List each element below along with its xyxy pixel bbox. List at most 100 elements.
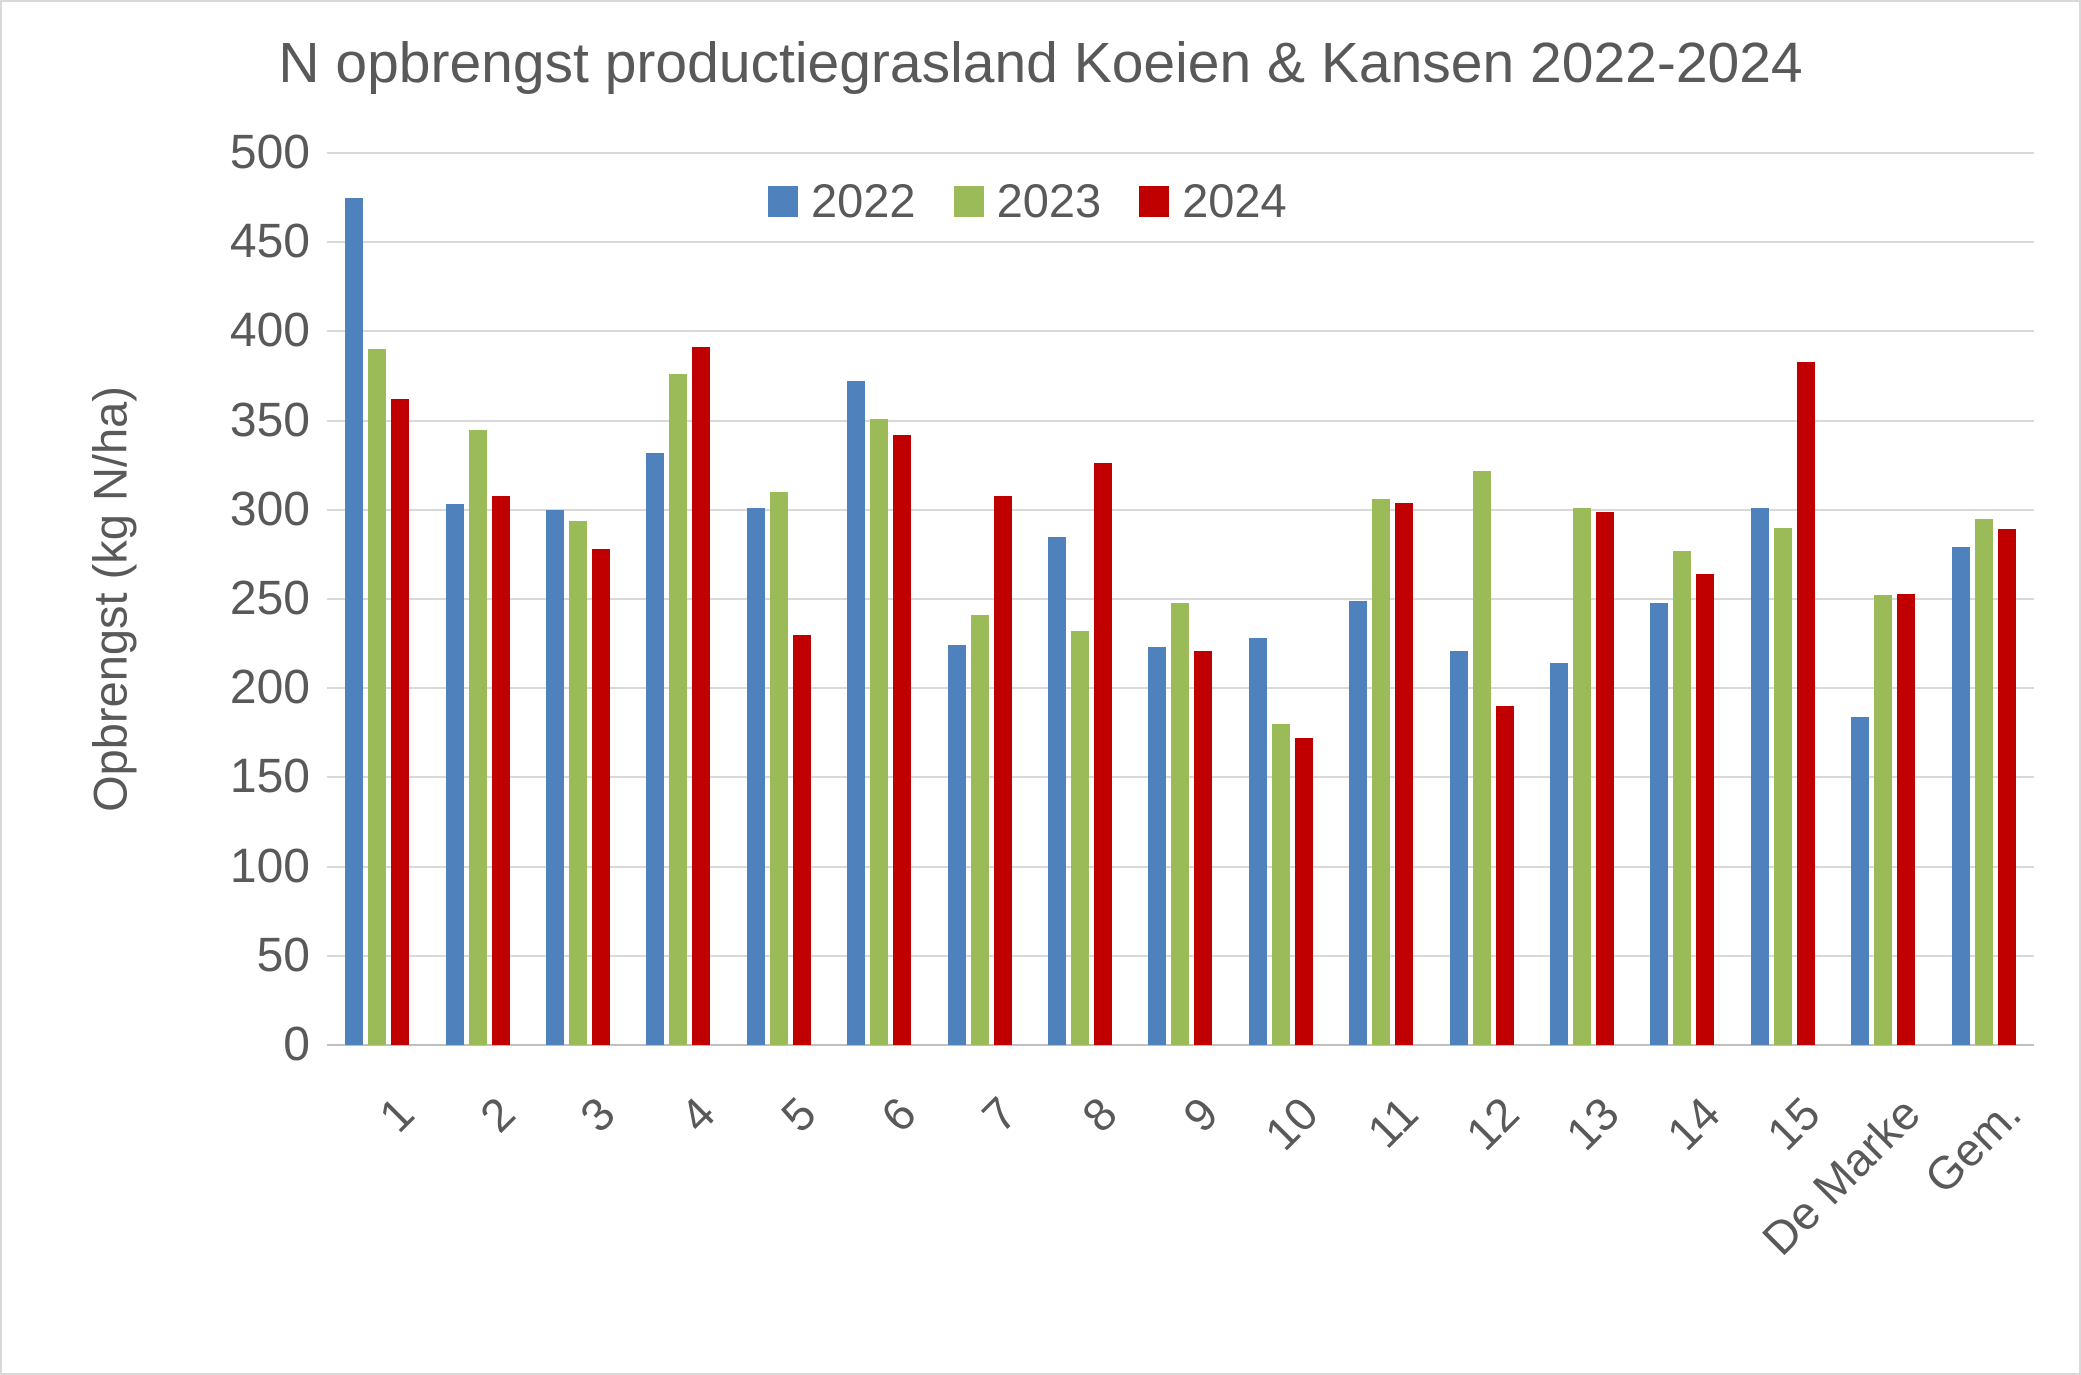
bar-2023-11 bbox=[1372, 499, 1391, 1045]
x-tick-label-3: 3 bbox=[569, 1087, 625, 1142]
x-tick-label-14: 14 bbox=[1656, 1087, 1730, 1160]
bar-2024-10 bbox=[1294, 738, 1313, 1045]
bar-2023-14 bbox=[1673, 550, 1692, 1045]
x-tick-label-7: 7 bbox=[971, 1087, 1027, 1142]
x-tick-label-6: 6 bbox=[871, 1087, 927, 1142]
bar-2024-4 bbox=[692, 347, 711, 1045]
bar-2023-15 bbox=[1773, 527, 1792, 1045]
bar-2024-2 bbox=[491, 495, 510, 1045]
bar-2024-15 bbox=[1796, 361, 1815, 1045]
category-group-14 bbox=[1632, 153, 1732, 1045]
x-tick-label-1: 1 bbox=[369, 1087, 424, 1142]
chart-title: N opbrengst productiegrasland Koeien & K… bbox=[278, 31, 1803, 95]
category-group-9 bbox=[1130, 153, 1230, 1045]
bar-2022-5 bbox=[746, 508, 765, 1045]
gridline-450 bbox=[327, 241, 2034, 244]
legend-label-2024: 2024 bbox=[1182, 174, 1287, 227]
bar-2024-9 bbox=[1194, 650, 1213, 1045]
bar-2023-7 bbox=[970, 615, 989, 1045]
plot-area bbox=[327, 152, 2034, 1046]
x-tick-label-13: 13 bbox=[1555, 1087, 1629, 1160]
bar-2022-7 bbox=[947, 645, 966, 1045]
gridline-250 bbox=[327, 598, 2034, 600]
bar-2023-De Marke bbox=[1874, 595, 1893, 1045]
x-tick-label-5: 5 bbox=[770, 1087, 826, 1142]
category-group-10 bbox=[1231, 153, 1331, 1045]
category-group-Gem. bbox=[1934, 153, 2034, 1045]
x-tick-label-12: 12 bbox=[1455, 1087, 1529, 1160]
gridline-400 bbox=[327, 330, 2034, 333]
bar-2023-8 bbox=[1071, 631, 1090, 1045]
bar-2024-De Marke bbox=[1897, 593, 1916, 1045]
bar-2022-14 bbox=[1650, 602, 1669, 1045]
bar-2023-3 bbox=[569, 520, 588, 1045]
category-group-12 bbox=[1431, 153, 1531, 1045]
category-group-8 bbox=[1030, 153, 1130, 1045]
y-tick-label-400: 400 bbox=[229, 304, 310, 358]
legend-label-2023: 2023 bbox=[996, 174, 1102, 227]
y-tick-label-250: 250 bbox=[229, 572, 310, 625]
bar-2022-12 bbox=[1449, 650, 1468, 1045]
bar-2024-5 bbox=[792, 634, 811, 1045]
category-group-3 bbox=[528, 153, 628, 1045]
bar-2022-15 bbox=[1750, 508, 1769, 1045]
category-group-15 bbox=[1733, 153, 1833, 1045]
bar-2023-10 bbox=[1271, 723, 1290, 1045]
bar-2023-13 bbox=[1573, 508, 1592, 1045]
y-tick-label-0: 0 bbox=[283, 1018, 310, 1071]
x-tick-label-11: 11 bbox=[1357, 1087, 1429, 1158]
legend-swatch-2023 bbox=[953, 185, 984, 217]
y-tick-label-50: 50 bbox=[256, 928, 310, 982]
legend-swatch-2024 bbox=[1139, 185, 1170, 217]
bar-2024-13 bbox=[1596, 511, 1615, 1045]
gridline-500 bbox=[327, 152, 2034, 154]
bar-2022-Gem. bbox=[1951, 547, 1970, 1045]
x-tick-label-8: 8 bbox=[1071, 1087, 1127, 1142]
bar-2023-1 bbox=[368, 349, 387, 1045]
category-group-5 bbox=[729, 153, 829, 1045]
bar-2022-10 bbox=[1248, 638, 1267, 1045]
bar-2022-13 bbox=[1550, 663, 1569, 1045]
bar-2024-7 bbox=[993, 495, 1012, 1045]
category-group-7 bbox=[929, 153, 1029, 1045]
bar-2022-3 bbox=[546, 509, 565, 1045]
bar-2024-6 bbox=[893, 434, 912, 1045]
category-group-13 bbox=[1532, 153, 1632, 1045]
x-axis-line bbox=[327, 1044, 2034, 1046]
legend-item-2024: 2024 bbox=[1139, 174, 1287, 228]
bar-2024-Gem. bbox=[1997, 529, 2016, 1045]
legend-label-2022: 2022 bbox=[811, 174, 916, 227]
bar-2023-5 bbox=[769, 491, 788, 1045]
bar-2024-8 bbox=[1094, 463, 1113, 1045]
x-tick-label-2: 2 bbox=[469, 1087, 525, 1142]
gridline-300 bbox=[327, 508, 2034, 511]
bars-layer bbox=[327, 153, 2034, 1045]
x-tick-label-4: 4 bbox=[670, 1087, 726, 1142]
x-tick-label-9: 9 bbox=[1172, 1087, 1228, 1142]
bar-2022-8 bbox=[1048, 536, 1067, 1045]
y-tick-label-300: 300 bbox=[229, 482, 310, 536]
bar-2022-6 bbox=[847, 381, 866, 1045]
category-group-6 bbox=[829, 153, 929, 1045]
bar-2022-9 bbox=[1148, 647, 1167, 1045]
bar-2023-Gem. bbox=[1974, 518, 1993, 1045]
bar-2022-4 bbox=[646, 452, 665, 1045]
category-group-2 bbox=[427, 153, 527, 1045]
y-tick-label-150: 150 bbox=[229, 750, 310, 804]
bar-2022-11 bbox=[1349, 600, 1368, 1045]
bar-2023-2 bbox=[468, 429, 487, 1045]
category-group-4 bbox=[628, 153, 728, 1045]
y-tick-label-100: 100 bbox=[229, 839, 310, 893]
y-tick-label-450: 450 bbox=[229, 215, 310, 269]
bar-2023-4 bbox=[669, 374, 688, 1045]
category-group-De Marke bbox=[1833, 153, 1933, 1045]
y-tick-label-500: 500 bbox=[229, 126, 310, 179]
category-group-11 bbox=[1331, 153, 1431, 1045]
x-tick-label-10: 10 bbox=[1254, 1087, 1328, 1160]
y-tick-label-200: 200 bbox=[229, 661, 310, 715]
bar-2022-1 bbox=[345, 197, 364, 1045]
legend: 2022 2023 2024 bbox=[768, 174, 1287, 228]
bar-2024-12 bbox=[1495, 706, 1514, 1045]
bar-2024-3 bbox=[592, 549, 611, 1045]
